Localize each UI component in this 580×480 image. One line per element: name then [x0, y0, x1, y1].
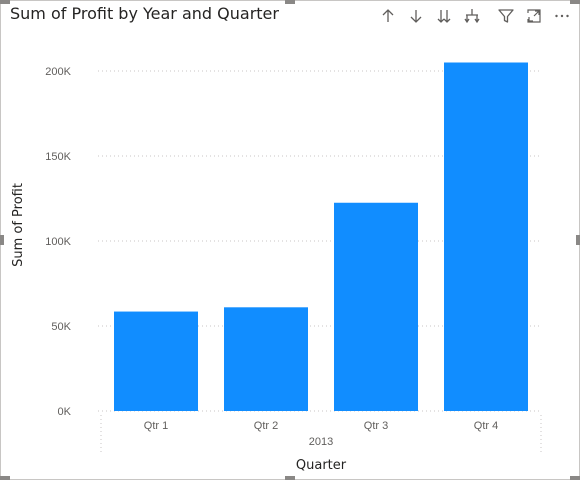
x-tick-label: Qtr 2	[254, 420, 278, 432]
y-tick-label: 100K	[45, 236, 71, 248]
x-tick-label: Qtr 4	[474, 420, 498, 432]
resize-handle-top[interactable]	[285, 0, 295, 4]
bar-qtr-3[interactable]	[334, 202, 418, 411]
expand-all-icon[interactable]	[461, 5, 483, 27]
y-tick-label: 150K	[45, 151, 71, 163]
bar-qtr-1[interactable]	[114, 311, 198, 411]
resize-handle-top-right[interactable]	[570, 0, 580, 4]
resize-handle-top-left[interactable]	[0, 0, 10, 4]
x-tick-label: Qtr 1	[144, 420, 168, 432]
filter-icon[interactable]	[495, 5, 517, 27]
x-group-label: 2013	[309, 436, 333, 448]
resize-handle-bottom[interactable]	[285, 476, 295, 480]
y-axis-ticks: 0K 50K 100K 150K 200K	[45, 66, 71, 418]
resize-handle-bottom-left[interactable]	[0, 476, 10, 480]
drill-up-icon[interactable]	[377, 5, 399, 27]
drill-down-icon[interactable]	[405, 5, 427, 27]
y-tick-label: 0K	[58, 406, 72, 418]
chart-title: Sum of Profit by Year and Quarter	[10, 4, 279, 23]
x-axis-ticks: Qtr 1 Qtr 2 Qtr 3 Qtr 4 2013	[100, 415, 542, 453]
resize-handle-bottom-right[interactable]	[570, 476, 580, 480]
expand-next-level-icon[interactable]	[433, 5, 455, 27]
bar-qtr-2[interactable]	[224, 307, 308, 411]
y-tick-label: 200K	[45, 66, 71, 78]
resize-handle-right[interactable]	[576, 235, 580, 245]
visual-header-toolbar	[377, 5, 573, 27]
x-axis-title: Quarter	[296, 458, 347, 473]
resize-handle-left[interactable]	[0, 235, 4, 245]
bar-qtr-4[interactable]	[444, 62, 528, 412]
y-axis-title: Sum of Profit	[11, 183, 26, 267]
x-tick-label: Qtr 3	[364, 420, 388, 432]
focus-mode-icon[interactable]	[523, 5, 545, 27]
y-tick-label: 50K	[51, 321, 71, 333]
more-options-icon[interactable]	[551, 5, 573, 27]
bars	[114, 62, 528, 412]
